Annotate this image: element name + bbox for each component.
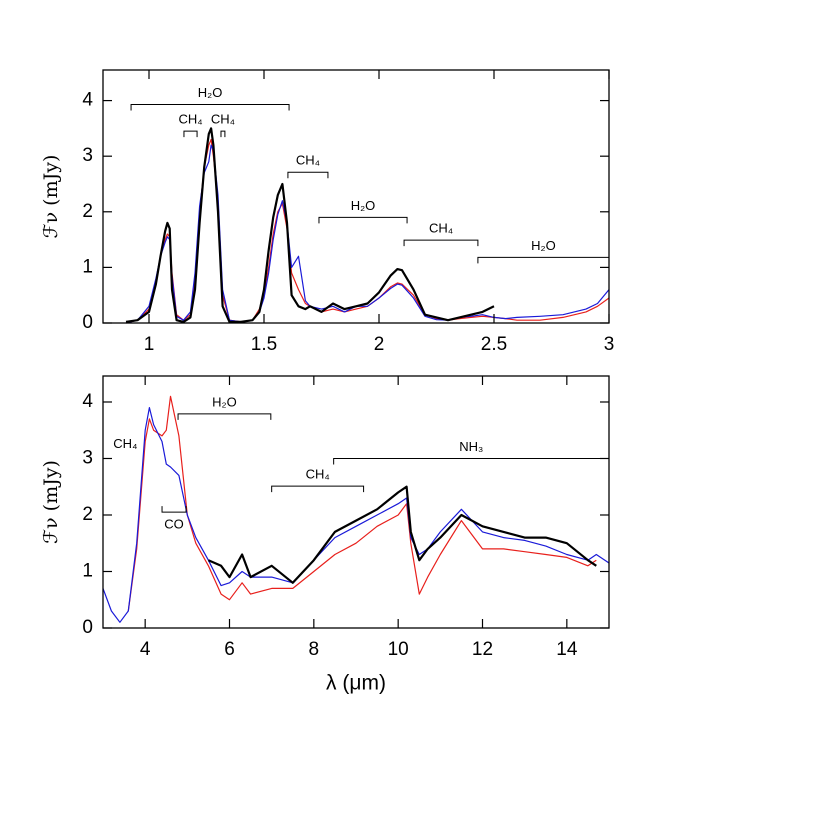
spectrum-line	[125, 138, 610, 324]
x-axis-label: λ (μm)	[326, 672, 386, 695]
x-tick-label: 1	[144, 334, 155, 355]
bracket	[271, 485, 365, 493]
x-tick-label: 2	[374, 334, 385, 355]
y-tick-label: 0	[82, 312, 93, 333]
y-tick-label: 3	[82, 448, 93, 469]
y-tick-label: 2	[82, 201, 93, 222]
spectrum-line	[127, 395, 597, 612]
x-tick-label: 6	[224, 639, 235, 660]
annotation-label: CH₄	[113, 436, 137, 451]
spectrum-line	[207, 485, 597, 584]
y-tick-label: 4	[82, 90, 93, 111]
y-axis-label: ℱν (mJy)	[40, 460, 62, 544]
bracket	[161, 506, 187, 513]
annotation-label: CH₄	[306, 467, 330, 482]
axes-frame	[102, 69, 610, 324]
bracket	[130, 103, 290, 111]
y-tick-label: 3	[82, 145, 93, 166]
y-tick-label: 4	[82, 391, 93, 412]
x-tick-label: 2.5	[481, 334, 507, 355]
bracket	[287, 171, 329, 179]
bracket	[220, 130, 226, 138]
spectrum-line	[125, 127, 495, 323]
y-tick-label: 1	[82, 256, 93, 277]
annotation-label: H₂O	[198, 85, 223, 100]
bracket	[477, 256, 610, 264]
annotation-label: CO	[164, 517, 184, 532]
annotation-label: NH₃	[459, 439, 483, 454]
annotation-label: CH₄	[296, 153, 320, 168]
annotation-label: CH₄	[429, 221, 453, 236]
x-tick-label: 10	[388, 639, 409, 660]
bracket	[333, 457, 610, 465]
x-tick-label: 8	[309, 639, 320, 660]
spectrum-line	[102, 407, 610, 623]
bracket	[183, 130, 198, 138]
annotation-label: H₂O	[351, 198, 376, 213]
x-tick-label: 3	[604, 334, 615, 355]
y-tick-label: 2	[82, 504, 93, 525]
x-tick-label: 1.5	[251, 334, 277, 355]
x-tick-label: 4	[140, 639, 151, 660]
annotation-label: H₂O	[531, 238, 556, 253]
annotation-label: CH₄	[178, 112, 202, 127]
annotation-label: CH₄	[211, 112, 235, 127]
x-tick-label: 14	[556, 639, 578, 660]
bracket	[177, 413, 272, 420]
bracket	[318, 216, 408, 224]
y-axis-label: ℱν (mJy)	[40, 155, 62, 239]
annotation-label: H₂O	[212, 394, 237, 409]
bracket	[403, 239, 479, 247]
x-tick-label: 12	[472, 639, 493, 660]
y-tick-label: 0	[82, 617, 93, 638]
y-tick-label: 1	[82, 561, 93, 582]
axes-frame	[102, 375, 610, 629]
